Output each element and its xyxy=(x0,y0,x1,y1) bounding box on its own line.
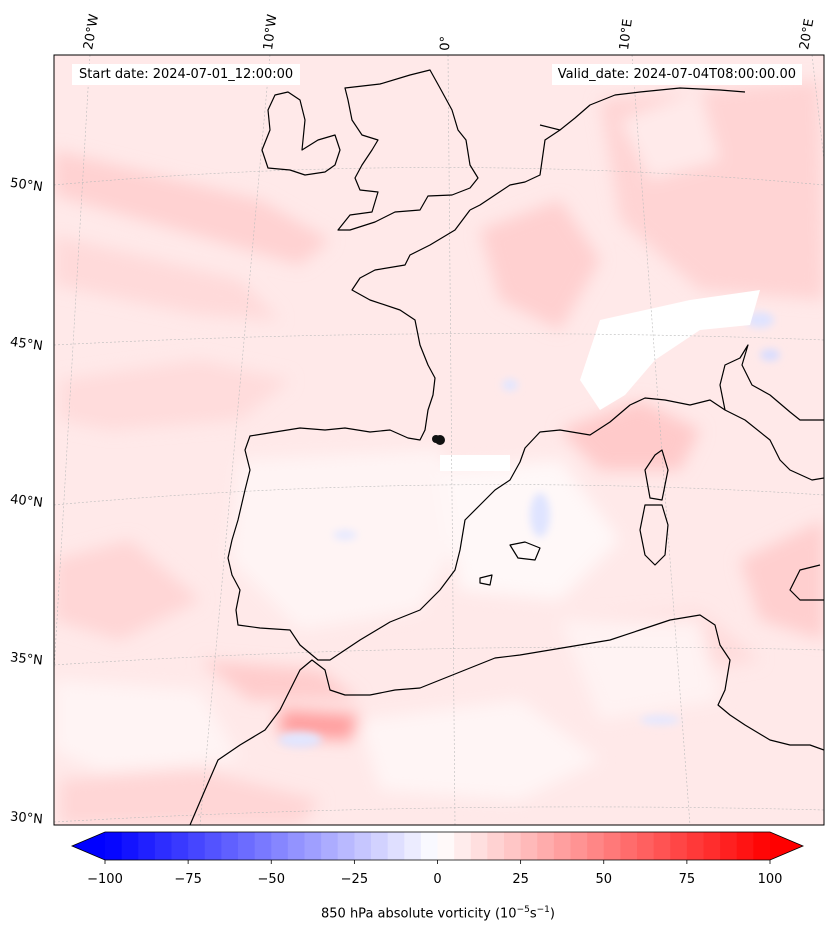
coast-ibiza xyxy=(479,574,493,586)
colorbar-cell xyxy=(736,832,754,860)
colorbar-cell xyxy=(504,832,522,860)
colorbar-cell xyxy=(138,832,156,860)
colorbar-tick-label: −100 xyxy=(87,872,123,887)
colorbar-cell xyxy=(321,832,339,860)
colorbar-cell xyxy=(204,832,222,860)
colorbar xyxy=(70,831,805,864)
vorticity-map xyxy=(53,54,825,826)
coast-ireland xyxy=(261,91,341,176)
colorbar-cell xyxy=(154,832,173,860)
colorbar-tick-label: 50 xyxy=(595,872,613,887)
colorbar-tick-label: 25 xyxy=(512,872,529,887)
colorbar-cell xyxy=(670,832,688,860)
field-patches xyxy=(54,80,824,825)
coast-sicily xyxy=(789,564,824,601)
colorbar-cell xyxy=(703,832,721,860)
negative-patches xyxy=(278,312,780,748)
graticule xyxy=(54,55,824,825)
masked-pyrenees xyxy=(440,455,510,471)
colorbar-cell xyxy=(570,832,588,860)
colorbar-cell xyxy=(553,832,572,860)
colorbar-cell xyxy=(238,832,256,860)
colorbar-tick-label: −50 xyxy=(257,872,285,887)
colorbar-cell xyxy=(620,832,638,860)
colorbar-cell xyxy=(720,832,738,860)
coast-sardinia xyxy=(639,504,669,566)
colorbar-cell xyxy=(221,832,239,860)
lat-label-30n: 30°N xyxy=(9,809,44,828)
coast-benelux xyxy=(469,129,561,211)
masked-alps xyxy=(580,290,760,410)
coast-iberia-france-italy xyxy=(227,209,824,661)
colorbar-cell xyxy=(587,832,605,860)
coast-north-sea xyxy=(539,87,746,131)
colorbar-cell xyxy=(420,832,439,860)
valid-date-value: 2024-07-04T08:00:00.00 xyxy=(633,67,796,82)
colorbar-cell xyxy=(404,832,422,860)
colorbar-cells xyxy=(105,832,771,860)
colorbar-cell xyxy=(437,832,455,860)
colorbar-extend-max xyxy=(770,832,803,860)
colorbar-label-exp1: −5 xyxy=(516,905,530,915)
colorbar-cell xyxy=(603,832,621,860)
colorbar-cell xyxy=(188,832,206,860)
colorbar-cell xyxy=(304,832,322,860)
coastlines xyxy=(189,69,824,825)
colorbar-cell xyxy=(354,832,372,860)
colorbar-cell xyxy=(254,832,272,860)
lon-label-0: 0° xyxy=(438,35,454,51)
coast-north-africa xyxy=(189,614,824,825)
colorbar-cell xyxy=(637,832,655,860)
colorbar-cell xyxy=(121,832,139,860)
colorbar-extend-min xyxy=(72,832,105,860)
coast-balearic xyxy=(509,541,541,561)
colorbar-label-text: 850 hPa absolute vorticity (10 xyxy=(321,906,517,922)
colorbar-cell xyxy=(470,832,488,860)
colorbar-cell xyxy=(387,832,405,860)
coast-britain xyxy=(337,69,479,231)
colorbar-cell xyxy=(753,832,771,860)
colorbar-tick-label: 75 xyxy=(678,872,696,887)
start-date-box: Start date: 2024-07-01_12:00:00 xyxy=(72,64,301,85)
coast-corsica xyxy=(644,449,669,501)
colorbar-cell xyxy=(487,832,505,860)
colorbar-label-exp2: −1 xyxy=(536,905,550,915)
colorbar-tick-label: 0 xyxy=(433,872,442,887)
colorbar-label-unit: s xyxy=(529,906,537,922)
colorbar-cell xyxy=(171,832,189,860)
valid-date-box: Valid_date: 2024-07-04T08:00:00.00 xyxy=(551,64,802,85)
colorbar-tick-label: −25 xyxy=(340,872,369,887)
colorbar-cell xyxy=(686,832,705,860)
colorbar-cell xyxy=(337,832,355,860)
colorbar-tick-lines xyxy=(104,860,771,864)
colorbar-tick-label: 100 xyxy=(757,872,783,887)
colorbar-tick-label: −75 xyxy=(174,872,202,887)
vorticity-field xyxy=(54,55,824,825)
colorbar-cell xyxy=(371,832,389,860)
start-date-value: 2024-07-01_12:00:00 xyxy=(152,67,294,82)
colorbar-label-end: ) xyxy=(549,906,555,922)
colorbar-cell xyxy=(537,832,555,860)
location-marker-2 xyxy=(432,435,440,443)
valid-date-label: Valid_date: xyxy=(557,67,630,82)
colorbar-cell xyxy=(271,832,289,860)
colorbar-label: 850 hPa absolute vorticity (10−5s−1) xyxy=(0,905,832,921)
colorbar-cell xyxy=(287,832,306,860)
colorbar-cell xyxy=(105,832,123,860)
map-frame xyxy=(53,54,825,826)
colorbar-cell xyxy=(520,832,538,860)
colorbar-cell xyxy=(653,832,671,860)
coast-adriatic xyxy=(719,344,824,421)
start-date-label: Start date: xyxy=(79,67,149,82)
colorbar-cell xyxy=(454,832,472,860)
